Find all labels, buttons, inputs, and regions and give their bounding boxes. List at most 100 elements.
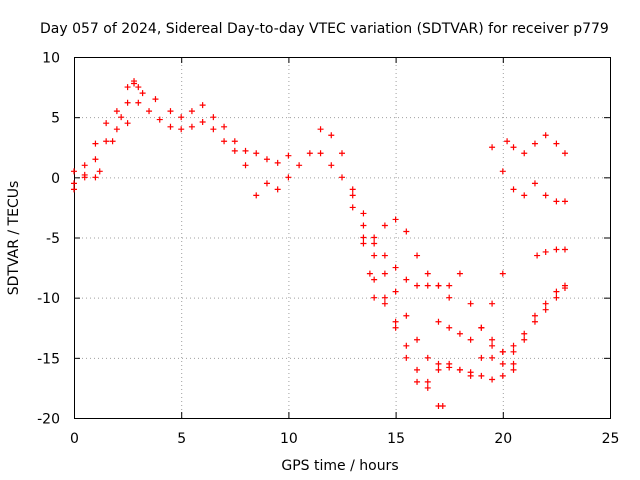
data-point (274, 159, 281, 166)
data-point (71, 186, 77, 193)
data-point (531, 140, 538, 147)
data-point (392, 324, 399, 331)
data-point (71, 168, 77, 175)
data-point (521, 150, 528, 157)
data-point (92, 140, 99, 147)
data-point (504, 138, 511, 145)
data-series (435, 270, 506, 343)
data-point (414, 336, 421, 343)
data-point (489, 144, 496, 151)
data-point (113, 108, 120, 115)
data-point (381, 222, 388, 229)
data-point (371, 252, 378, 259)
data-point (392, 264, 399, 271)
data-point (339, 150, 345, 157)
data-point (489, 376, 496, 383)
y-axis-label: SDTVAR / TECUs (6, 181, 22, 296)
data-point (392, 216, 399, 223)
data-point (371, 276, 378, 283)
data-point (424, 282, 431, 289)
data-point (253, 192, 260, 199)
data-series (71, 80, 324, 187)
data-series (478, 285, 568, 361)
data-point (360, 222, 367, 229)
data-point (92, 174, 99, 181)
data-point (392, 288, 399, 295)
y-tick-label: -5 (46, 231, 60, 247)
data-point (542, 248, 549, 255)
data-point (371, 240, 378, 247)
data-point (403, 312, 410, 319)
data-point (435, 282, 442, 289)
data-point (435, 366, 442, 373)
data-series (504, 132, 568, 157)
data-series (489, 282, 568, 355)
data-point (439, 402, 446, 409)
data-point (103, 138, 110, 145)
data-point (349, 186, 356, 193)
data-point (414, 378, 421, 385)
data-point (381, 294, 388, 301)
data-point (328, 132, 335, 139)
data-point (403, 342, 410, 349)
data-point (306, 150, 313, 157)
data-point (188, 108, 195, 115)
data-point (109, 138, 116, 145)
data-point (478, 372, 485, 379)
data-point (561, 198, 568, 205)
data-point (381, 252, 388, 259)
y-tick-label: -15 (37, 351, 60, 367)
data-point (414, 366, 421, 373)
data-point (478, 354, 485, 361)
data-point (131, 78, 138, 85)
data-point (521, 192, 528, 199)
data-point (456, 330, 463, 337)
data-point (403, 228, 410, 235)
data-point (317, 126, 324, 133)
data-point (424, 354, 431, 361)
data-point (135, 99, 142, 106)
data-point (510, 186, 517, 193)
data-point (221, 123, 228, 130)
data-point (231, 147, 238, 154)
data-point (371, 294, 378, 301)
data-point (360, 234, 367, 241)
data-point (92, 156, 99, 163)
data-point (467, 300, 474, 307)
data-point (446, 364, 453, 371)
data-point (561, 150, 568, 157)
data-point (403, 354, 410, 361)
data-series (109, 78, 142, 145)
marks-layer (71, 78, 568, 409)
data-series (371, 216, 453, 289)
data-point (152, 96, 159, 103)
y-tick-label: 0 (51, 171, 60, 187)
data-point (253, 150, 260, 157)
data-point (499, 360, 506, 367)
data-point (381, 300, 388, 307)
data-point (553, 294, 560, 301)
data-point (521, 330, 528, 337)
data-point (296, 162, 303, 169)
data-point (135, 84, 142, 91)
data-point (531, 180, 538, 187)
data-point (124, 84, 131, 91)
data-point (542, 300, 549, 307)
data-point (403, 276, 410, 283)
x-tick-label: 15 (387, 431, 405, 447)
data-point (499, 348, 506, 355)
data-point (199, 102, 206, 109)
data-point (103, 120, 110, 127)
data-series (71, 99, 292, 199)
data-point (542, 306, 549, 313)
data-point (199, 118, 206, 125)
x-tick-label: 0 (70, 431, 79, 447)
data-point (561, 246, 568, 253)
data-point (553, 140, 560, 147)
data-series (71, 168, 103, 181)
data-point (349, 192, 356, 199)
data-point (242, 162, 249, 169)
data-point (285, 152, 292, 159)
grid-layer (74, 57, 610, 418)
